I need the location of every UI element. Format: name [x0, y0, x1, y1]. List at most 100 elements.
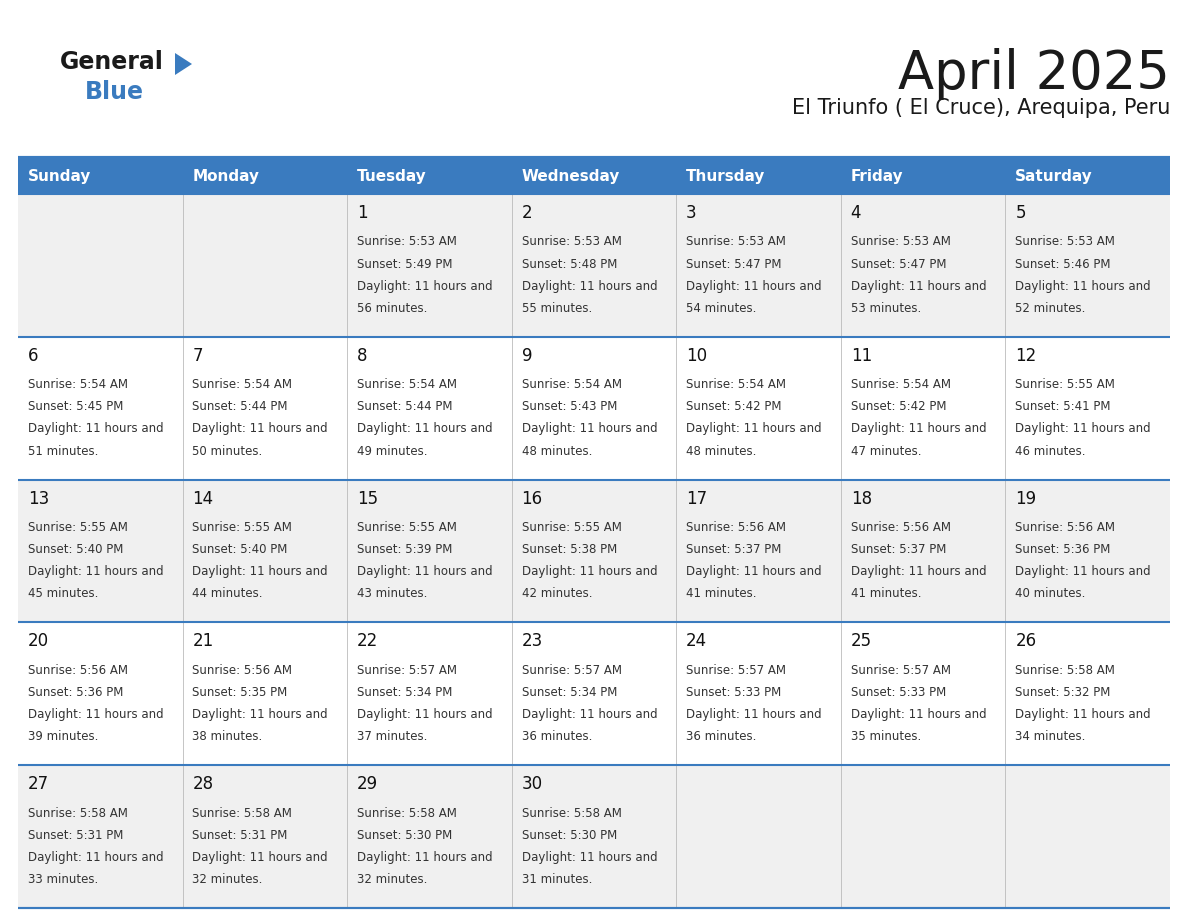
Text: 7: 7: [192, 347, 203, 364]
Text: 32 minutes.: 32 minutes.: [192, 873, 263, 886]
Text: Sunrise: 5:54 AM: Sunrise: 5:54 AM: [851, 378, 950, 391]
Text: Daylight: 11 hours and: Daylight: 11 hours and: [522, 565, 657, 578]
Text: Daylight: 11 hours and: Daylight: 11 hours and: [358, 708, 493, 721]
Text: Sunrise: 5:58 AM: Sunrise: 5:58 AM: [358, 807, 457, 820]
Text: El Triunfo ( El Cruce), Arequipa, Peru: El Triunfo ( El Cruce), Arequipa, Peru: [791, 98, 1170, 118]
Text: Daylight: 11 hours and: Daylight: 11 hours and: [851, 708, 986, 721]
Text: 30: 30: [522, 775, 543, 793]
Text: Daylight: 11 hours and: Daylight: 11 hours and: [851, 280, 986, 293]
Text: Sunrise: 5:56 AM: Sunrise: 5:56 AM: [687, 521, 786, 534]
Text: Sunrise: 5:54 AM: Sunrise: 5:54 AM: [192, 378, 292, 391]
Bar: [347, 158, 512, 194]
Text: Sunset: 5:39 PM: Sunset: 5:39 PM: [358, 543, 453, 556]
Text: Sunrise: 5:58 AM: Sunrise: 5:58 AM: [1016, 664, 1116, 677]
Text: 27: 27: [27, 775, 49, 793]
Text: Monday: Monday: [192, 169, 259, 184]
Text: Sunset: 5:44 PM: Sunset: 5:44 PM: [358, 400, 453, 413]
Text: Thursday: Thursday: [687, 169, 765, 184]
Text: Daylight: 11 hours and: Daylight: 11 hours and: [687, 565, 822, 578]
Text: 43 minutes.: 43 minutes.: [358, 588, 428, 600]
Text: Daylight: 11 hours and: Daylight: 11 hours and: [358, 280, 493, 293]
Text: 36 minutes.: 36 minutes.: [687, 730, 757, 744]
Text: Sunset: 5:36 PM: Sunset: 5:36 PM: [1016, 543, 1111, 556]
Text: 2: 2: [522, 204, 532, 222]
Bar: [18, 622, 1170, 766]
Text: 10: 10: [687, 347, 707, 364]
Text: Daylight: 11 hours and: Daylight: 11 hours and: [851, 565, 986, 578]
Text: Wednesday: Wednesday: [522, 169, 620, 184]
Text: Daylight: 11 hours and: Daylight: 11 hours and: [687, 422, 822, 435]
Text: Sunset: 5:40 PM: Sunset: 5:40 PM: [192, 543, 287, 556]
Text: 33 minutes.: 33 minutes.: [27, 873, 99, 886]
Text: 18: 18: [851, 489, 872, 508]
Text: 37 minutes.: 37 minutes.: [358, 730, 428, 744]
Text: Sunset: 5:47 PM: Sunset: 5:47 PM: [687, 258, 782, 271]
Text: 9: 9: [522, 347, 532, 364]
Text: Daylight: 11 hours and: Daylight: 11 hours and: [358, 422, 493, 435]
Text: 8: 8: [358, 347, 367, 364]
Text: 24: 24: [687, 633, 707, 650]
Text: Daylight: 11 hours and: Daylight: 11 hours and: [687, 708, 822, 721]
Text: Sunset: 5:34 PM: Sunset: 5:34 PM: [522, 686, 617, 699]
Text: Sunset: 5:45 PM: Sunset: 5:45 PM: [27, 400, 124, 413]
Bar: [676, 158, 841, 194]
Text: Sunset: 5:32 PM: Sunset: 5:32 PM: [1016, 686, 1111, 699]
Text: 56 minutes.: 56 minutes.: [358, 302, 428, 315]
Text: Sunset: 5:46 PM: Sunset: 5:46 PM: [1016, 258, 1111, 271]
Text: 12: 12: [1016, 347, 1037, 364]
Text: Sunset: 5:37 PM: Sunset: 5:37 PM: [851, 543, 946, 556]
Text: 3: 3: [687, 204, 697, 222]
Text: April 2025: April 2025: [898, 48, 1170, 100]
Text: 41 minutes.: 41 minutes.: [851, 588, 921, 600]
Text: Sunrise: 5:58 AM: Sunrise: 5:58 AM: [192, 807, 292, 820]
Text: 20: 20: [27, 633, 49, 650]
Text: Daylight: 11 hours and: Daylight: 11 hours and: [1016, 565, 1151, 578]
Text: Sunset: 5:31 PM: Sunset: 5:31 PM: [27, 829, 124, 842]
Text: 29: 29: [358, 775, 378, 793]
Text: Daylight: 11 hours and: Daylight: 11 hours and: [851, 422, 986, 435]
Text: Sunrise: 5:53 AM: Sunrise: 5:53 AM: [522, 235, 621, 249]
Text: 15: 15: [358, 489, 378, 508]
Text: Sunrise: 5:58 AM: Sunrise: 5:58 AM: [522, 807, 621, 820]
Text: Sunday: Sunday: [27, 169, 91, 184]
Text: Daylight: 11 hours and: Daylight: 11 hours and: [27, 851, 164, 864]
Text: Sunset: 5:41 PM: Sunset: 5:41 PM: [1016, 400, 1111, 413]
Text: 41 minutes.: 41 minutes.: [687, 588, 757, 600]
Text: Sunrise: 5:57 AM: Sunrise: 5:57 AM: [358, 664, 457, 677]
Text: Blue: Blue: [86, 80, 144, 104]
Text: 17: 17: [687, 489, 707, 508]
Text: 5: 5: [1016, 204, 1025, 222]
Text: 13: 13: [27, 489, 49, 508]
Text: Daylight: 11 hours and: Daylight: 11 hours and: [192, 565, 328, 578]
Text: Sunrise: 5:54 AM: Sunrise: 5:54 AM: [358, 378, 457, 391]
Text: 21: 21: [192, 633, 214, 650]
Text: Sunrise: 5:55 AM: Sunrise: 5:55 AM: [27, 521, 128, 534]
Text: 42 minutes.: 42 minutes.: [522, 588, 592, 600]
Text: 14: 14: [192, 489, 214, 508]
Polygon shape: [175, 53, 192, 75]
Text: 6: 6: [27, 347, 38, 364]
Bar: [18, 194, 1170, 337]
Text: Sunset: 5:48 PM: Sunset: 5:48 PM: [522, 258, 617, 271]
Text: Daylight: 11 hours and: Daylight: 11 hours and: [522, 280, 657, 293]
Text: 28: 28: [192, 775, 214, 793]
Text: 4: 4: [851, 204, 861, 222]
Text: Daylight: 11 hours and: Daylight: 11 hours and: [1016, 708, 1151, 721]
Text: Sunrise: 5:55 AM: Sunrise: 5:55 AM: [358, 521, 457, 534]
Text: Sunset: 5:47 PM: Sunset: 5:47 PM: [851, 258, 946, 271]
Text: 54 minutes.: 54 minutes.: [687, 302, 757, 315]
Text: 45 minutes.: 45 minutes.: [27, 588, 99, 600]
Text: Daylight: 11 hours and: Daylight: 11 hours and: [687, 280, 822, 293]
Text: Saturday: Saturday: [1016, 169, 1093, 184]
Text: Sunrise: 5:57 AM: Sunrise: 5:57 AM: [851, 664, 950, 677]
Text: 11: 11: [851, 347, 872, 364]
Text: 26: 26: [1016, 633, 1036, 650]
Text: 50 minutes.: 50 minutes.: [192, 444, 263, 457]
Text: Sunset: 5:30 PM: Sunset: 5:30 PM: [358, 829, 453, 842]
Text: Sunrise: 5:55 AM: Sunrise: 5:55 AM: [522, 521, 621, 534]
Text: Sunrise: 5:53 AM: Sunrise: 5:53 AM: [687, 235, 786, 249]
Text: Daylight: 11 hours and: Daylight: 11 hours and: [522, 851, 657, 864]
Text: Tuesday: Tuesday: [358, 169, 426, 184]
Text: Daylight: 11 hours and: Daylight: 11 hours and: [522, 422, 657, 435]
Text: Sunrise: 5:53 AM: Sunrise: 5:53 AM: [1016, 235, 1116, 249]
